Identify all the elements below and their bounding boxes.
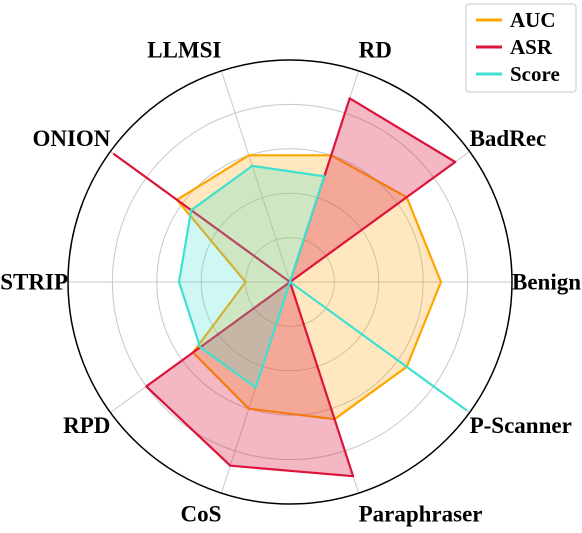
legend-label-auc: AUC — [510, 8, 556, 32]
axis-labels: Benign BadRec RD LLMSI ONION STRIP RPD CoS Parap… — [0, 37, 581, 526]
axis-label-strip: STRIP — [0, 270, 68, 295]
axis-label-cos: CoS — [180, 502, 221, 527]
legend-frame — [465, 3, 577, 93]
axis-label-rd: RD — [359, 37, 392, 62]
axis-label-rpd: RPD — [63, 413, 110, 438]
spoke-llmsi — [220, 70, 291, 283]
radar-series — [112, 97, 468, 478]
axis-label-onion: ONION — [32, 126, 110, 151]
axis-label-p-scanner: P-Scanner — [470, 413, 572, 438]
legend-label-score: Score — [510, 62, 560, 86]
legend-label-asr: ASR — [510, 35, 553, 59]
axis-label-llmsi: LLMSI — [147, 37, 221, 62]
series-score — [177, 164, 468, 411]
legend: AUC ASR Score — [465, 3, 577, 93]
axis-label-paraphraser: Paraphraser — [359, 502, 483, 527]
axis-label-benign: Benign — [512, 270, 581, 295]
axis-label-badrec: BadRec — [470, 126, 547, 151]
series-asr — [112, 97, 457, 478]
outer-ring — [67, 59, 513, 505]
